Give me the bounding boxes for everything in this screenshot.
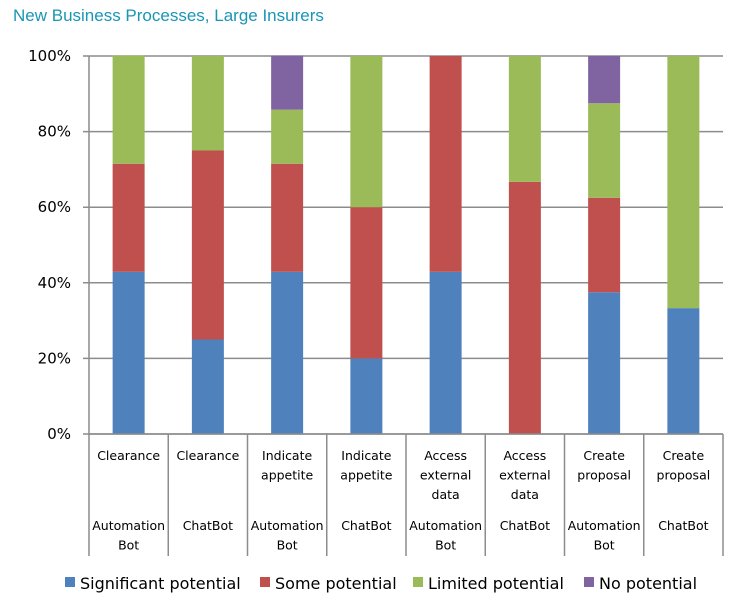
category-process-label: Create [583,448,625,463]
legend-swatch [584,577,594,587]
category-process-label: Indicate [262,448,312,463]
category-process-label: Indicate [341,448,391,463]
bar-segment [429,56,462,272]
category-process-label: appetite [261,468,313,483]
category-type-label: Automation [92,518,165,533]
bar-segment [271,271,304,434]
bar-segment [588,103,621,198]
bar-segment [191,339,224,434]
bar-segment [588,56,621,104]
y-tick-label: 0% [47,425,71,443]
y-tick-label: 60% [38,198,71,216]
bar-segment [271,109,304,164]
bars [112,55,700,434]
category-labels: Clearance Automation Bot Clearance ChatBot In… [92,448,710,553]
legend-label: Significant potential [80,574,241,593]
bar-segment [191,150,224,340]
category-process-label: external [420,468,471,483]
bar-segment [112,55,145,164]
category-type-label: Automation [568,518,641,533]
axes [88,56,724,556]
bar-segment [271,55,304,110]
category-process-label: Access [503,448,546,463]
bar-segment [271,163,304,272]
legend-label: No potential [599,574,697,593]
y-tick-label: 80% [38,123,71,141]
bar-segment [350,56,383,208]
legend-swatch [413,577,423,587]
bar-segment [588,197,621,293]
category-process-label: Clearance [97,448,160,463]
bar-segment [508,56,541,182]
legend-swatch [65,577,75,587]
bar-segment [112,163,145,272]
y-tick-label: 100% [28,47,71,65]
bar-segment [667,308,700,434]
category-type-label: Bot [435,538,456,553]
category-process-label: Clearance [176,448,239,463]
legend-label: Limited potential [428,574,564,593]
bar-segment [112,271,145,434]
y-tick-label: 20% [38,349,71,367]
y-tick-label: 40% [38,274,71,292]
legend-label: Some potential [275,574,397,593]
category-process-label: appetite [340,468,392,483]
category-process-label: external [499,468,550,483]
y-tick-labels: 0% 20% 40% 60% 80% 100% [28,47,71,443]
legend: Significant potential Some potential Limit… [65,574,697,593]
legend-swatch [260,577,270,587]
category-type-label: Bot [594,538,615,553]
category-type-label: Automation [409,518,482,533]
category-type-label: ChatBot [500,518,550,533]
chart-title: New Business Processes, Large Insurers [13,6,324,25]
bar-segment [350,207,383,359]
category-type-label: Automation [251,518,324,533]
bar-segment [588,292,621,434]
bar-segment [429,271,462,434]
category-process-label: Access [424,448,467,463]
gridlines [83,55,723,435]
bar-segment [508,181,541,434]
bar-segment [667,56,700,309]
category-type-label: ChatBot [341,518,391,533]
category-type-label: ChatBot [658,518,708,533]
category-type-label: Bot [277,538,298,553]
bar-segment [191,56,224,151]
bar-segment [350,358,383,434]
category-type-label: Bot [118,538,139,553]
category-process-label: proposal [657,468,711,483]
category-process-label: Create [663,448,705,463]
category-process-label: data [511,487,539,502]
category-process-label: proposal [577,468,631,483]
category-process-label: data [432,487,460,502]
category-type-label: ChatBot [183,518,233,533]
